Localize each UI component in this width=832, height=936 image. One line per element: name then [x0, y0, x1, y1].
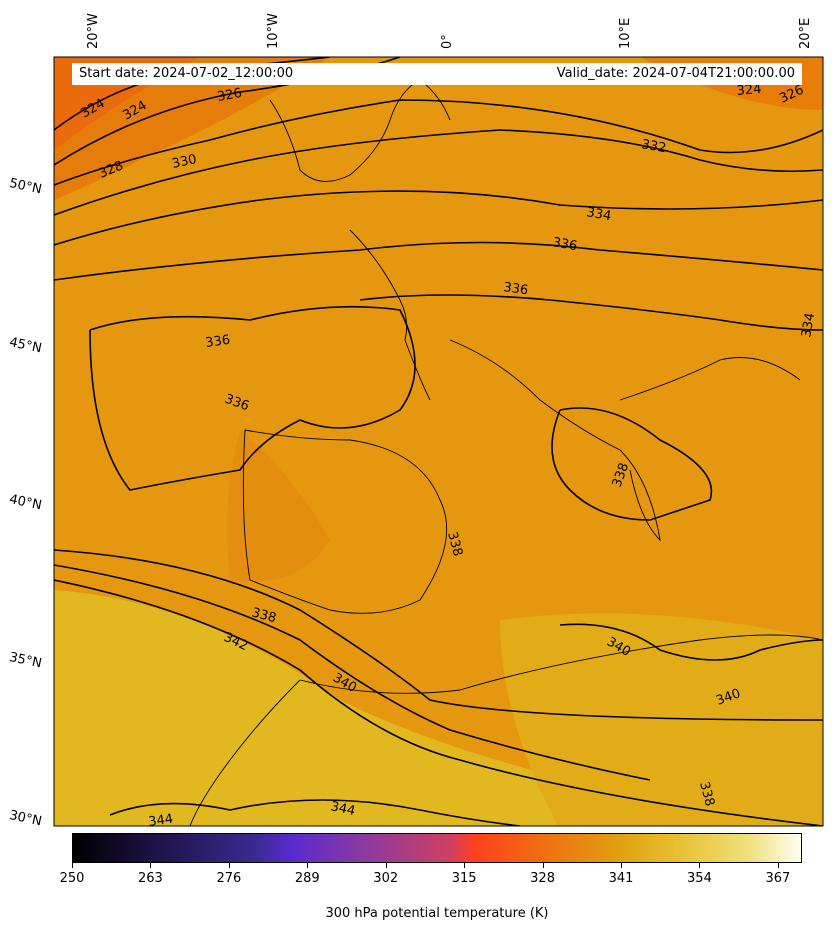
- contour-label: 336: [204, 333, 231, 351]
- coast-iberia: [242, 429, 448, 614]
- coast-balkans: [619, 357, 801, 401]
- contour-336a: [54, 241, 823, 281]
- contour-label: 338: [444, 530, 465, 558]
- colorbar-tick-label: 289: [294, 871, 320, 886]
- contour-label: 334: [799, 312, 818, 339]
- contour-332: [54, 129, 823, 216]
- colorbar-tick: [72, 863, 73, 868]
- lon-label-20w: 20°W: [86, 13, 101, 49]
- contour-344: [109, 799, 521, 826]
- contour-340-east: [559, 623, 823, 661]
- contour-340: [54, 579, 823, 826]
- colorbar-tick-label: 276: [216, 871, 242, 886]
- contour-label: 324: [736, 82, 762, 99]
- coast-west-africa: [189, 679, 301, 826]
- contour-label: 334: [585, 205, 612, 224]
- contour-label: 336: [502, 280, 529, 298]
- lon-label-20e: 20°E: [798, 17, 813, 49]
- colorbar-tick: [150, 863, 152, 868]
- colorbar-tick-label: 354: [687, 871, 712, 886]
- contour-336c: [89, 305, 416, 491]
- colorbar-tick-label: 250: [59, 871, 85, 886]
- colorbar-tick-label: 328: [530, 871, 555, 886]
- colorbar-tick: [228, 863, 230, 868]
- colorbar-tick: [621, 863, 622, 868]
- colorbar-tick: [385, 863, 387, 868]
- map-panel: 324 324 326 328 330 332 334 336 336 336 …: [8, 13, 824, 830]
- lon-label-0: 0°: [440, 34, 455, 49]
- contour-label: 344: [329, 799, 356, 819]
- contour-label: 338: [696, 780, 717, 808]
- map-canvas: 324 324 326 328 330 332 334 336 336 336 …: [53, 56, 824, 830]
- contour-label: 332: [640, 137, 667, 156]
- colorbar-tick: [699, 863, 701, 868]
- colorbar-tick-label: 367: [765, 871, 791, 886]
- contour-342: [54, 564, 651, 781]
- coast-north-africa: [299, 634, 823, 694]
- contour-label: 344: [147, 812, 174, 830]
- contour-label: 330: [171, 152, 198, 172]
- contour-334: [54, 190, 823, 246]
- colorbar-tick-label: 341: [608, 871, 634, 886]
- colorbar: [72, 833, 802, 863]
- colorbar-tick: [777, 863, 779, 868]
- colorbar-tick-label: 315: [451, 871, 477, 886]
- colorbar-tick: [464, 863, 466, 868]
- contour-328-330: [54, 99, 823, 186]
- contour-label: 338: [250, 605, 278, 626]
- warm-region-se: [500, 613, 823, 826]
- start-date-text: Start date: 2024-07-02_12:00:00: [79, 66, 294, 81]
- warm-region-sw: [54, 590, 798, 826]
- colorbar-tick: [542, 863, 544, 868]
- coast-italy: [449, 339, 661, 542]
- contour-338: [54, 549, 823, 721]
- date-info-bar: Start date: 2024-07-02_12:00:00 Valid_da…: [72, 63, 802, 85]
- colorbar-title: 300 hPa potential temperature (K): [325, 906, 549, 921]
- colorbar-tick: [307, 863, 309, 868]
- lon-label-10w: 10°W: [266, 13, 281, 49]
- contour-336b: [359, 294, 823, 331]
- contour-338-east: [551, 407, 713, 521]
- valid-date-text: Valid_date: 2024-07-04T21:00:00.00: [556, 66, 795, 81]
- contour-label: 336: [551, 235, 578, 254]
- map-frame: [53, 56, 824, 827]
- lon-label-10e: 10°E: [618, 17, 633, 49]
- iberia-warm-patch: [226, 430, 330, 582]
- colorbar-tick-label: 302: [373, 871, 399, 886]
- coast-france-west: [349, 229, 431, 401]
- colorbar-tick-label: 263: [138, 871, 163, 886]
- contour-label: 326: [216, 86, 243, 105]
